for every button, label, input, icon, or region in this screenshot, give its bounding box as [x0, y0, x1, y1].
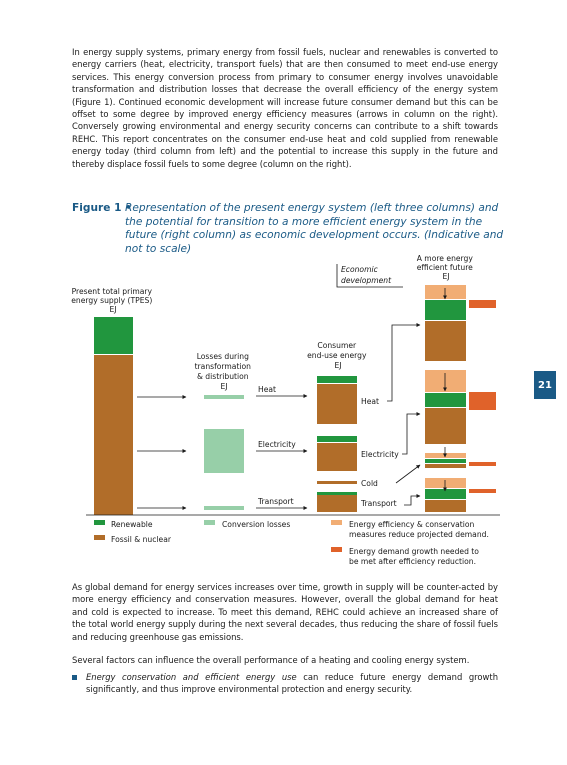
future-cold-growth — [469, 462, 496, 466]
carrier-heat-label: Heat — [258, 385, 276, 394]
connector-electricity — [402, 412, 421, 455]
econ-bracket — [336, 264, 403, 288]
legend-efficiency-label: Energy efficiency & conservation measure… — [349, 520, 489, 539]
connector-transport — [404, 494, 421, 506]
consumer-heat-fossil — [317, 384, 357, 424]
future-cold-renewable — [425, 459, 466, 463]
col3-header: Consumer end-use energy EJ — [307, 341, 369, 370]
loss-electricity-bar — [204, 429, 244, 473]
future-transport-efficiency — [425, 478, 466, 488]
bullet-square-icon — [72, 675, 77, 680]
consumer-electricity-label: Electricity — [361, 450, 399, 459]
consumer-cold-bar — [317, 481, 357, 484]
paragraph-2: As global demand for energy services inc… — [72, 582, 498, 642]
carrier-transport-label: Transport — [257, 497, 294, 506]
tpes-fossil-bar — [94, 355, 133, 515]
figure-caption: Representation of the present energy sys… — [125, 202, 504, 255]
consumer-elec-fossil — [317, 443, 357, 471]
consumer-cold-label: Cold — [361, 479, 378, 488]
future-elec-fossil — [425, 408, 466, 444]
loss-transport-bar — [204, 506, 244, 510]
future-heat-renewable — [425, 300, 466, 320]
legend-renewable-swatch — [94, 520, 105, 525]
legend-growth-swatch — [331, 547, 342, 552]
legend-fossil-label: Fossil & nuclear — [111, 535, 172, 544]
future-cold-efficiency — [425, 453, 466, 458]
future-transport-growth — [469, 489, 496, 493]
legend-efficiency-swatch — [331, 520, 342, 525]
legend-losses-label: Conversion losses — [222, 520, 290, 529]
col4-header: A more energy efficient future EJ — [417, 254, 476, 281]
intro-paragraph: In energy supply systems, primary energy… — [72, 47, 498, 169]
connector-heat — [387, 323, 421, 402]
bullet-item: Energy conservation and efficient energy… — [72, 671, 498, 696]
future-transport-fossil — [425, 500, 466, 512]
page-number-tab: 21 — [534, 371, 556, 399]
paragraph-3: Several factors can influence the overal… — [72, 655, 470, 665]
figure-label: Figure 1 • — [72, 202, 132, 214]
bullet-emphasis: Energy conservation and efficient energy… — [86, 672, 297, 682]
future-elec-efficiency — [425, 370, 466, 392]
future-elec-growth — [469, 392, 496, 410]
future-heat-growth — [469, 300, 496, 308]
future-cold-fossil — [425, 464, 466, 468]
consumer-elec-renewable — [317, 436, 357, 442]
future-transport-renewable — [425, 489, 466, 499]
legend-growth-label: Energy demand growth needed to be met af… — [349, 547, 481, 566]
legend-fossil-swatch — [94, 535, 105, 540]
carrier-electricity-label: Electricity — [258, 440, 296, 449]
future-heat-fossil — [425, 321, 466, 361]
legend-losses-swatch — [204, 520, 215, 525]
econ-label: Economic development — [341, 265, 392, 285]
consumer-transport-fossil — [317, 495, 357, 512]
connector-cold — [395, 464, 421, 484]
consumer-transport-label: Transport — [360, 499, 397, 508]
consumer-heat-label: Heat — [361, 397, 379, 406]
legend-renewable-label: Renewable — [111, 520, 153, 529]
future-elec-renewable — [425, 393, 466, 407]
consumer-heat-renewable — [317, 376, 357, 383]
col1-header: Present total primary energy supply (TPE… — [71, 287, 154, 314]
consumer-transport-renewable — [317, 492, 357, 495]
bullet-text: can reduce future energy demand growth s… — [86, 672, 498, 695]
col2-header: Losses during transformation & distribut… — [195, 352, 254, 391]
loss-heat-bar — [204, 395, 244, 399]
tpes-renewable-bar — [94, 317, 133, 354]
future-heat-efficiency — [425, 285, 466, 299]
